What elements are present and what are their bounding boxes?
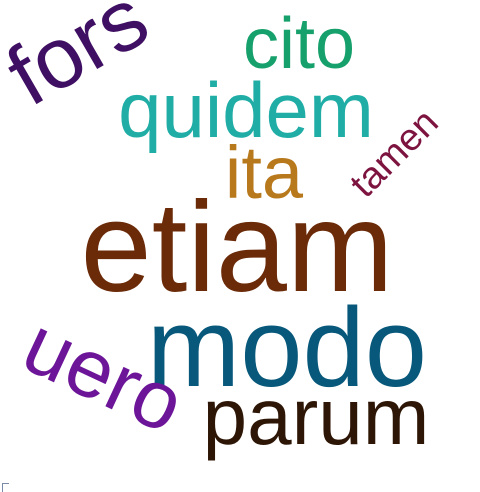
word-etiam: etiam (81, 176, 394, 319)
corner-marker (2, 483, 9, 492)
word-cito: cito (243, 4, 355, 84)
word-parum: parum (203, 372, 430, 461)
word-ita: ita (225, 131, 304, 214)
word-modo: modo (147, 285, 427, 410)
word-quidem: quidem (118, 66, 374, 154)
